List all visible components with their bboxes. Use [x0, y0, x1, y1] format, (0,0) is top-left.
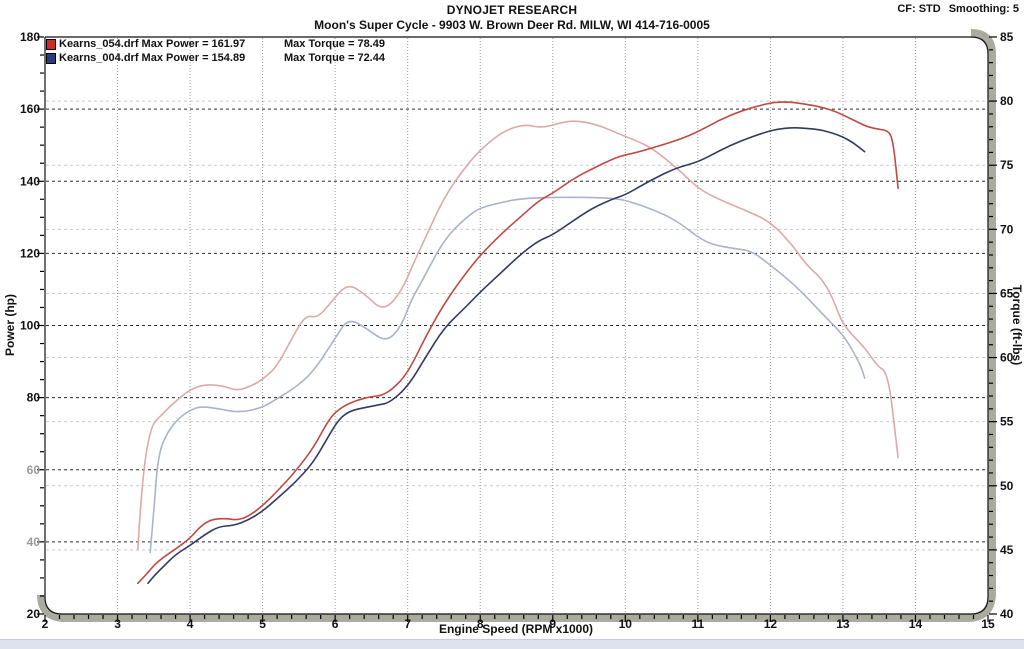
legend-max-power-004: Max Power = 154.89 [138, 52, 246, 64]
legend-max-torque-004: Max Torque = 72.44 [284, 52, 385, 64]
svg-text:7: 7 [404, 617, 411, 631]
page-title: DYNOJET RESEARCH [446, 3, 578, 17]
window-bottom-edge [0, 639, 1024, 649]
svg-text:120: 120 [20, 246, 40, 260]
correction-factor-info: CF: STD Smoothing: 5 [889, 3, 1019, 15]
svg-text:40: 40 [27, 535, 41, 549]
svg-text:8: 8 [477, 617, 484, 631]
svg-text:50: 50 [1000, 479, 1014, 493]
svg-text:60: 60 [1000, 351, 1014, 365]
svg-text:4: 4 [187, 617, 194, 631]
svg-text:9: 9 [549, 617, 556, 631]
svg-text:100: 100 [20, 319, 40, 333]
legend-max-power-054: Max Power = 161.97 [138, 38, 246, 50]
svg-text:13: 13 [836, 617, 850, 631]
svg-text:6: 6 [332, 617, 339, 631]
legend-run-004: Kearns_004.drf Max Power = 154.89 Max Tor… [46, 51, 466, 65]
legend-file-004: Kearns_004.drf [59, 52, 139, 64]
svg-text:80: 80 [1000, 94, 1014, 108]
svg-text:75: 75 [1000, 158, 1014, 172]
svg-text:12: 12 [764, 617, 778, 631]
legend-file-054: Kearns_054.drf [59, 38, 139, 50]
svg-text:20: 20 [27, 607, 41, 621]
svg-text:11: 11 [692, 617, 705, 631]
svg-text:Engine Speed (RPM x1000): Engine Speed (RPM x1000) [439, 622, 593, 636]
svg-text:85: 85 [1000, 30, 1014, 44]
svg-text:Torque (ft-lbs): Torque (ft-lbs) [1010, 285, 1024, 365]
shop-subtitle: Moon's Super Cycle - 9903 W. Brown Deer … [314, 18, 710, 32]
svg-text:15: 15 [981, 617, 995, 631]
svg-text:10: 10 [619, 617, 633, 631]
svg-text:60: 60 [27, 463, 41, 477]
svg-text:180: 180 [20, 30, 40, 44]
svg-text:45: 45 [1000, 543, 1014, 557]
cf-label: CF: STD [897, 3, 941, 15]
smoothing-label: Smoothing: 5 [948, 3, 1019, 15]
legend-run-054: Kearns_054.drf Max Power = 161.97 Max Tor… [46, 37, 466, 51]
svg-text:70: 70 [1000, 222, 1014, 236]
svg-text:14: 14 [909, 617, 923, 631]
legend-max-torque-054: Max Torque = 78.49 [284, 38, 385, 50]
legend-swatch-red [46, 38, 56, 50]
svg-text:3: 3 [114, 617, 121, 631]
svg-text:5: 5 [259, 617, 266, 631]
svg-text:55: 55 [1000, 415, 1014, 429]
legend-swatch-blue [46, 52, 56, 64]
svg-text:140: 140 [20, 174, 40, 188]
svg-text:65: 65 [1000, 286, 1014, 300]
svg-text:80: 80 [27, 391, 41, 405]
svg-text:160: 160 [20, 102, 40, 116]
svg-text:2: 2 [42, 617, 49, 631]
svg-text:Power (hp): Power (hp) [3, 294, 17, 356]
svg-text:40: 40 [1000, 607, 1014, 621]
